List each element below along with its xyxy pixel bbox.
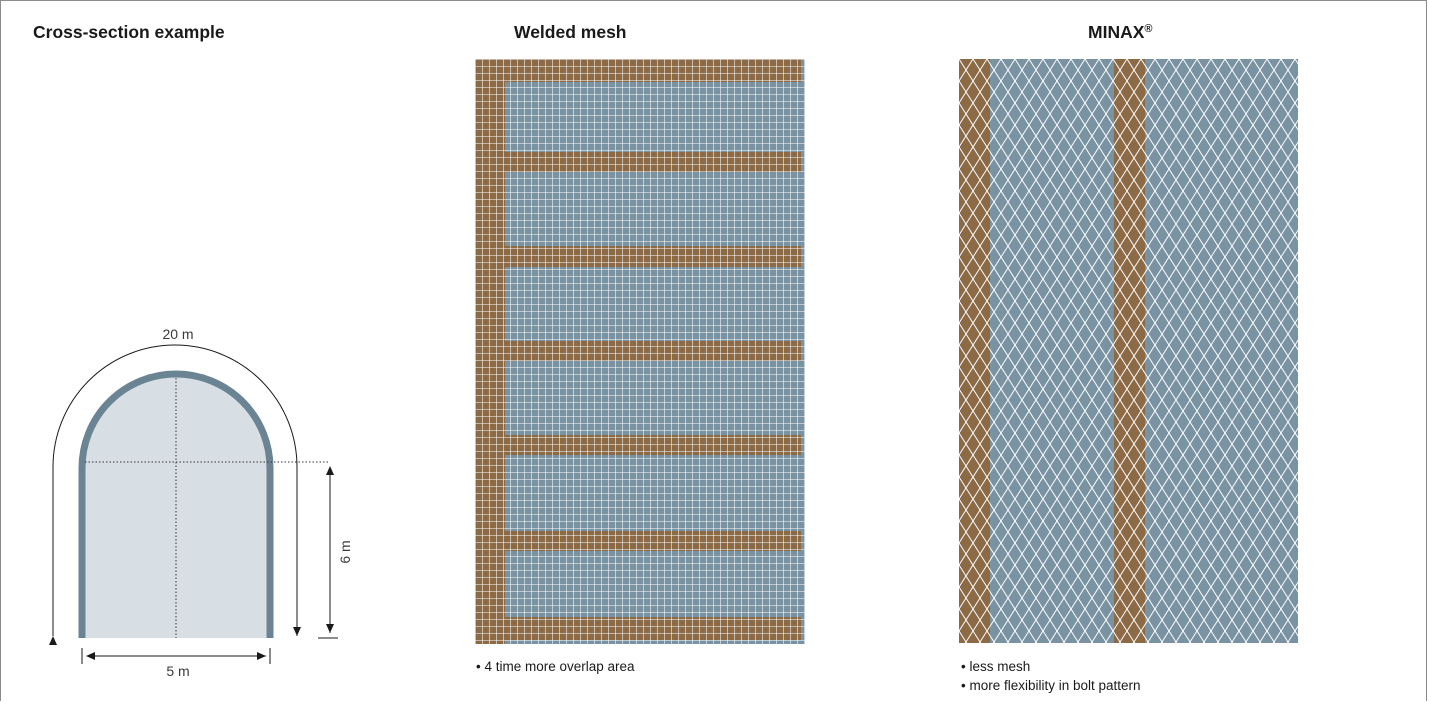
minax-note: less mesh (961, 657, 1141, 676)
welded-note: 4 time more overlap area (476, 657, 634, 676)
minax-note: more flexibility in bolt pattern (961, 676, 1140, 695)
minax-diamond-wire (959, 59, 1298, 643)
minax-title-text: MINAX (1088, 22, 1145, 42)
minax-title: MINAX® (1088, 22, 1153, 43)
cross-section-title: Cross-section example (33, 22, 225, 42)
tunnel-interior (82, 374, 270, 638)
welded-mesh-notes: 4 time more overlap area (476, 657, 634, 676)
width-label: 5 m (166, 663, 189, 679)
welded-mesh-title: Welded mesh (514, 22, 627, 42)
minax-notes: less mesh more flexibility in bolt patte… (961, 657, 1141, 695)
welded-wire-grid (475, 59, 805, 644)
registered-mark: ® (1144, 23, 1153, 35)
tunnel-cross-section-diagram: 20 m 6 m 5 m (49, 326, 353, 679)
perimeter-label: 20 m (162, 326, 193, 342)
minax-mesh-layout-diagram (959, 59, 1298, 643)
welded-mesh-layout-diagram (475, 59, 805, 644)
perimeter-arrow (49, 344, 301, 645)
height-label: 6 m (337, 540, 353, 563)
tunnel-wall (78, 370, 274, 638)
